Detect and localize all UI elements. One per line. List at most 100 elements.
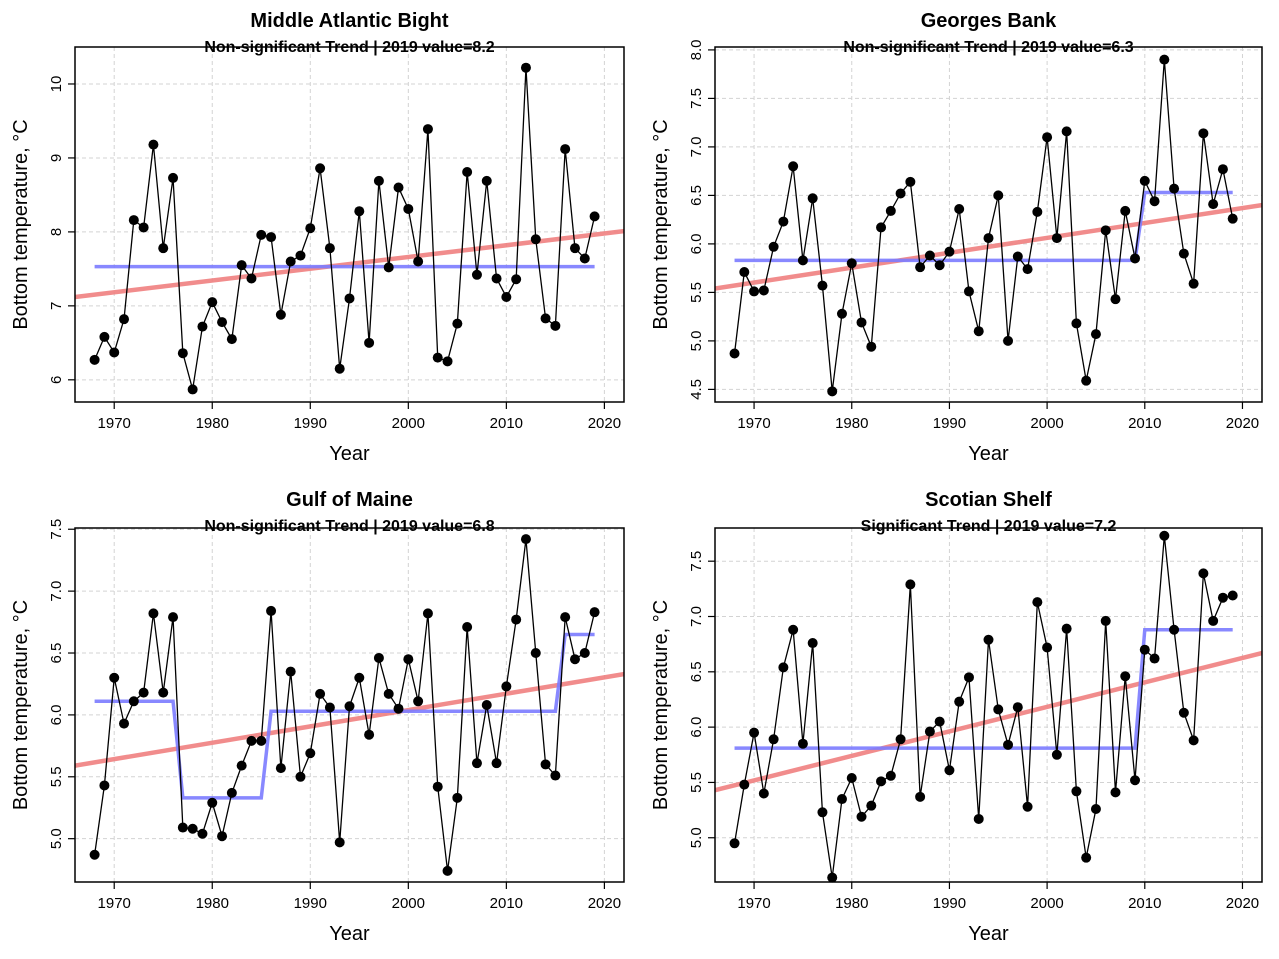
data-point — [1081, 852, 1092, 863]
data-point — [452, 318, 463, 329]
x-tick-label: 2010 — [1128, 415, 1161, 432]
data-point — [354, 672, 365, 683]
data-point — [442, 865, 453, 876]
chart-panel-1: 1970 1980 1990 2000 2010 2020 6 7 8 9 10 Middle Atl… — [10, 10, 625, 465]
data-point — [217, 317, 228, 328]
y-tick-label: 10 — [48, 76, 65, 93]
chart-subtitle: Significant Trend | 2019 value=7.2 — [861, 518, 1117, 535]
data-point — [275, 309, 286, 320]
data-point — [817, 807, 828, 818]
data-point — [148, 608, 159, 619]
data-point — [1071, 318, 1082, 329]
series-line — [733, 535, 1233, 878]
data-point — [1081, 375, 1092, 386]
data-point — [579, 648, 590, 659]
data-point — [236, 260, 247, 271]
data-point — [1012, 702, 1023, 713]
data-point — [197, 828, 208, 839]
data-point — [589, 211, 600, 222]
data-point — [1159, 54, 1170, 65]
data-point — [729, 348, 740, 359]
x-tick-label: 1970 — [737, 415, 770, 432]
y-tick-label: 7.5 — [688, 551, 705, 572]
data-point — [1100, 615, 1111, 626]
x-tick-label: 1990 — [294, 415, 327, 432]
data-point — [1032, 597, 1043, 608]
data-point — [856, 811, 867, 822]
y-tick-label: 6.0 — [688, 233, 705, 254]
data-point — [422, 124, 433, 135]
data-point — [550, 770, 561, 781]
x-tick-label: 1980 — [196, 415, 229, 432]
x-tick-label: 1980 — [835, 895, 868, 912]
data-point — [236, 760, 247, 771]
data-point — [138, 687, 149, 698]
data-point — [334, 363, 345, 374]
y-tick-label: 7.5 — [688, 88, 705, 109]
data-point — [1090, 329, 1101, 340]
data-point — [177, 822, 188, 833]
y-tick-label: 7.0 — [688, 606, 705, 627]
data-point — [1130, 775, 1141, 786]
data-point — [1022, 264, 1033, 275]
trend-line — [715, 650, 1262, 793]
data-point — [1012, 251, 1023, 262]
x-tick-label: 2010 — [490, 895, 523, 912]
data-point — [315, 688, 326, 699]
x-axis-label: Year — [968, 443, 1009, 465]
data-point — [540, 313, 551, 324]
data-point — [89, 849, 100, 860]
data-point — [1120, 671, 1131, 682]
data-point — [1071, 786, 1082, 797]
data-point — [1188, 735, 1199, 746]
data-point — [373, 652, 384, 663]
data-point — [560, 144, 571, 155]
chart-panel-4: 1970 1980 1990 2000 2010 2020 5.0 5.5 6.0 6.5 7.0 7… — [650, 489, 1263, 945]
trend-line — [75, 671, 624, 768]
data-point — [1178, 248, 1189, 259]
data-point — [501, 291, 512, 302]
data-point — [1120, 205, 1131, 216]
data-point — [511, 614, 522, 625]
data-point — [1208, 615, 1219, 626]
data-point — [1032, 206, 1043, 217]
data-point — [383, 688, 394, 699]
data-point — [758, 788, 769, 799]
x-axis-label: Year — [968, 923, 1009, 945]
data-point — [187, 384, 198, 395]
chart-title: Gulf of Maine — [286, 489, 413, 511]
data-point — [305, 748, 316, 759]
data-point — [462, 166, 473, 177]
data-point — [109, 672, 120, 683]
plot-frame — [714, 527, 1263, 883]
chart-panel-2: 1970 1980 1990 2000 2010 2020 4.5 5.0 5.5 6.0 6.5 7… — [650, 10, 1263, 465]
data-point — [285, 666, 296, 677]
data-point — [315, 163, 326, 174]
y-tick-label: 5.5 — [688, 772, 705, 793]
data-point — [895, 734, 906, 745]
x-tick-label: 2000 — [1030, 415, 1063, 432]
data-point — [827, 872, 838, 883]
data-point — [924, 726, 935, 737]
data-point — [905, 579, 916, 590]
data-point — [422, 608, 433, 619]
series-line — [93, 539, 596, 871]
chart-title: Georges Bank — [921, 10, 1057, 32]
plot-frame — [74, 527, 625, 883]
data-point — [1149, 196, 1160, 207]
data-point — [285, 256, 296, 267]
data-point — [168, 172, 179, 183]
data-point — [560, 612, 571, 623]
x-tick-label: 2020 — [1226, 895, 1259, 912]
data-point — [1110, 787, 1121, 798]
plot-frame — [714, 46, 1263, 403]
data-point — [1090, 803, 1101, 814]
data-point — [207, 797, 218, 808]
data-point — [963, 286, 974, 297]
data-point — [1139, 175, 1150, 186]
data-point — [1159, 530, 1170, 541]
data-point — [768, 734, 779, 745]
data-point — [99, 780, 110, 791]
data-point — [530, 234, 541, 245]
data-point — [993, 190, 1004, 201]
